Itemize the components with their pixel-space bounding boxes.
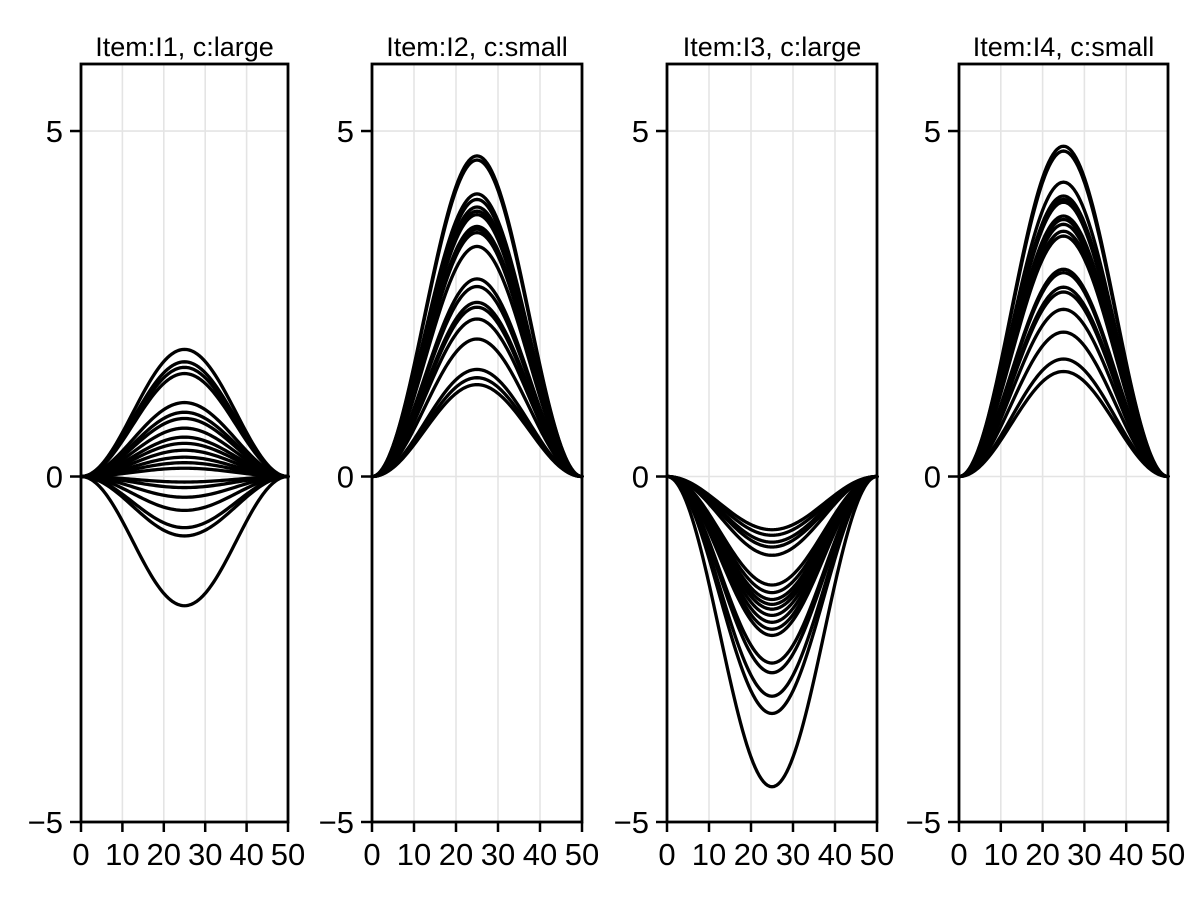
y-tick-label: −5 [614,805,649,840]
x-tick-label: 30 [1067,837,1101,872]
y-tick-label: 0 [924,460,941,495]
x-tick-label: 40 [818,837,852,872]
y-tick-label: 0 [632,460,649,495]
curve-line [665,474,879,716]
curve-line [79,474,290,490]
panel-frame [665,62,879,824]
x-tick-label: 0 [658,837,675,872]
curve-line [79,416,290,479]
panel-title: Item:I1, c:large [95,32,274,62]
x-tick-label: 40 [1109,837,1143,872]
curve-line [665,474,879,557]
x-tick-label: 50 [860,837,894,872]
x-tick-label: 10 [692,837,726,872]
curve-line [665,474,879,789]
x-tick-label: 50 [1151,837,1185,872]
x-tick-label: 10 [397,837,431,872]
x-tick-label: 20 [439,837,473,872]
x-tick-label: 20 [734,837,768,872]
curve-line [79,474,290,499]
x-tick-label: 0 [363,837,380,872]
curve-line [957,369,1170,479]
x-tick-label: 30 [481,837,515,872]
curve-line [79,474,290,513]
x-tick-label: 20 [147,837,181,872]
curve-line [957,290,1170,479]
x-tick-label: 30 [188,837,222,872]
curve-line [665,474,879,675]
panel-title: Item:I3, c:large [683,32,862,62]
curve-line [370,158,584,479]
y-tick-label: 5 [337,114,354,149]
y-tick-label: 5 [632,114,649,149]
y-tick-label: 0 [46,460,63,495]
y-tick-label: 5 [924,114,941,149]
x-tick-label: 30 [776,837,810,872]
x-tick-label: 40 [229,837,263,872]
curve-line [79,426,290,479]
curve-line [370,317,584,479]
curve-line [370,382,584,479]
curve-line [957,307,1170,479]
x-tick-label: 50 [565,837,599,872]
panel-title: Item:I4, c:small [973,32,1155,62]
curve-line [79,466,290,479]
curve-line [370,337,584,479]
curve-line [957,149,1170,479]
y-tick-label: 5 [46,114,63,149]
curve-line [79,400,290,479]
curve-line [957,357,1170,479]
panel-frame [79,62,290,824]
x-tick-label: 40 [523,837,557,872]
curve-line [370,244,584,479]
curve-line [79,371,290,479]
x-tick-label: 50 [271,837,305,872]
y-tick-label: 0 [337,460,354,495]
curve-line [957,234,1170,479]
x-tick-label: 10 [984,837,1018,872]
panel-frame [370,62,584,824]
y-tick-label: −5 [28,805,63,840]
x-tick-label: 0 [72,837,89,872]
x-tick-label: 20 [1025,837,1059,872]
y-tick-label: −5 [319,805,354,840]
curve-line [79,474,290,608]
curve-line [79,448,290,479]
x-tick-label: 10 [105,837,139,872]
panel-title: Item:I2, c:small [386,32,568,62]
curve-line [665,474,879,638]
y-tick-label: −5 [906,805,941,840]
curve-line [957,330,1170,479]
curve-line [79,474,290,538]
curve-line [79,347,290,479]
panel-frame [957,62,1170,824]
x-tick-label: 0 [950,837,967,872]
